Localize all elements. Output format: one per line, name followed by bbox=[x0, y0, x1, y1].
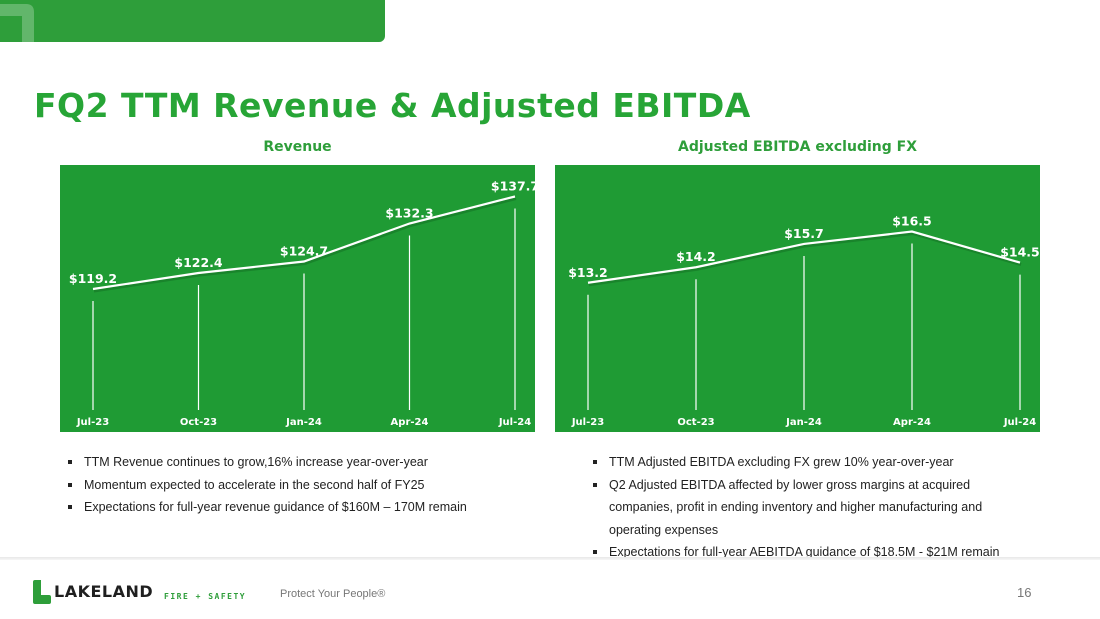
data-label: $122.4 bbox=[174, 255, 223, 270]
data-label: $132.3 bbox=[385, 206, 433, 221]
bullet-item: Momentum expected to accelerate in the s… bbox=[68, 474, 538, 497]
lakeland-leaf-icon bbox=[33, 580, 51, 604]
chart-plot-area bbox=[60, 165, 535, 432]
data-label: $124.7 bbox=[280, 244, 328, 259]
bullet-item: TTM Adjusted EBITDA excluding FX grew 10… bbox=[593, 451, 1023, 474]
bullet-item: Q2 Adjusted EBITDA affected by lower gro… bbox=[593, 474, 1023, 542]
footer-divider bbox=[0, 557, 1100, 560]
leaf-mark-icon bbox=[0, 4, 34, 42]
series-line bbox=[92, 195, 516, 291]
data-label: $16.5 bbox=[892, 214, 932, 229]
footer-tagline: Protect Your People® bbox=[280, 588, 386, 600]
logo-subtitle: FIRE + SAFETY bbox=[164, 592, 247, 601]
series-line-shadow bbox=[588, 232, 1022, 287]
ebitda-bullet-list: TTM Adjusted EBITDA excluding FX grew 10… bbox=[593, 451, 1023, 564]
ebitda-chart: $13.2 $14.2 $15.7 $16.5 $14.5 Jul-23 Oct-23 Jan… bbox=[555, 165, 1040, 432]
x-tick-label: Oct-23 bbox=[180, 417, 217, 428]
x-tick-label: Apr-24 bbox=[391, 417, 429, 428]
x-tick-label: Jul-24 bbox=[498, 417, 531, 428]
data-label: $14.2 bbox=[676, 249, 716, 264]
bullet-item: TTM Revenue continues to grow,16% increa… bbox=[68, 451, 538, 474]
page-number: 16 bbox=[1017, 585, 1032, 600]
ebitda-chart-title: Adjusted EBITDA excluding FX bbox=[678, 139, 917, 155]
bullet-item: Expectations for full-year AEBITDA guida… bbox=[593, 541, 1023, 564]
x-tick-label: Jan-24 bbox=[285, 417, 322, 428]
x-tick-label: Jul-23 bbox=[76, 417, 109, 428]
revenue-chart: $119.2 $122.4 $124.7 $132.3 $137.7 Jul-23 Oct-… bbox=[60, 165, 535, 432]
data-label: $137.7 bbox=[491, 179, 535, 194]
logo-wordmark: LAKELAND bbox=[54, 582, 154, 601]
top-accent-bar bbox=[0, 0, 385, 42]
x-tick-label: Jul-23 bbox=[571, 417, 604, 428]
data-label: $15.7 bbox=[784, 226, 824, 241]
revenue-chart-title: Revenue bbox=[263, 139, 332, 155]
data-label: $119.2 bbox=[69, 271, 117, 286]
revenue-bullet-list: TTM Revenue continues to grow,16% increa… bbox=[68, 451, 538, 519]
chart-plot-area bbox=[555, 165, 1040, 432]
data-label: $14.5 bbox=[1000, 245, 1040, 260]
slide-title: FQ2 TTM Revenue & Adjusted EBITDA bbox=[34, 86, 751, 125]
x-tick-label: Oct-23 bbox=[677, 417, 714, 428]
series-line-shadow bbox=[93, 197, 517, 293]
x-tick-label: Jan-24 bbox=[785, 417, 822, 428]
x-tick-label: Jul-24 bbox=[1003, 417, 1036, 428]
data-label: $13.2 bbox=[568, 265, 608, 280]
bullet-item: Expectations for full-year revenue guida… bbox=[68, 496, 538, 519]
series-line bbox=[587, 230, 1021, 284]
x-tick-label: Apr-24 bbox=[893, 417, 931, 428]
